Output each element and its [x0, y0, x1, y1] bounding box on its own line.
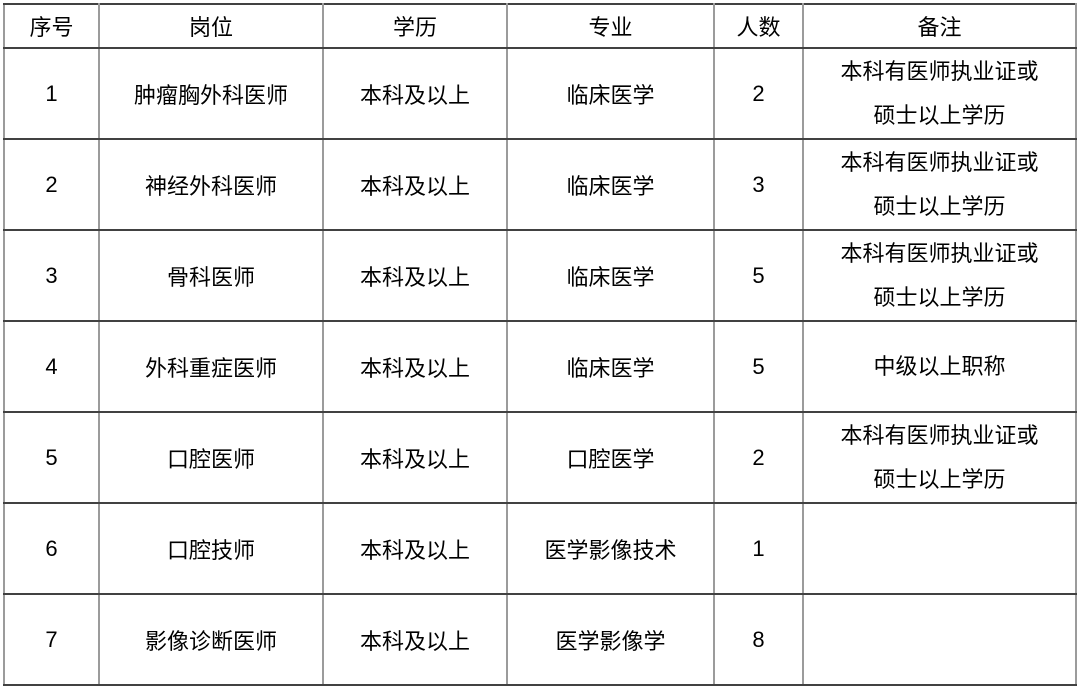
remark-text: 本科有医师执业证或硕士以上学历 — [840, 58, 1039, 128]
cell-education: 本科及以上 — [322, 411, 508, 504]
cell-no: 2 — [3, 138, 100, 231]
cell-count: 3 — [713, 138, 804, 231]
cell-count: 1 — [713, 502, 804, 595]
cell-education: 本科及以上 — [322, 593, 508, 686]
cell-position: 口腔技师 — [98, 502, 324, 595]
cell-no: 7 — [3, 593, 100, 686]
cell-count: 8 — [713, 593, 804, 686]
cell-remark — [802, 502, 1077, 595]
cell-position: 口腔医师 — [98, 411, 324, 504]
cell-remark: 本科有医师执业证或硕士以上学历 — [802, 229, 1077, 322]
cell-education: 本科及以上 — [322, 229, 508, 322]
recruitment-table: 序号 岗位 学历 专业 人数 备注 1 肿瘤胸外科医师 本科及以上 临床医学 2… — [3, 3, 1077, 686]
cell-major: 临床医学 — [506, 138, 715, 231]
table-row: 7 影像诊断医师 本科及以上 医学影像学 8 — [3, 593, 1077, 686]
cell-major: 临床医学 — [506, 229, 715, 322]
cell-education: 本科及以上 — [322, 47, 508, 140]
column-header-major: 专业 — [506, 3, 715, 49]
remark-text: 本科有医师执业证或硕士以上学历 — [840, 149, 1039, 219]
cell-education: 本科及以上 — [322, 320, 508, 413]
table-row: 3 骨科医师 本科及以上 临床医学 5 本科有医师执业证或硕士以上学历 — [3, 229, 1077, 322]
column-header-education: 学历 — [322, 3, 508, 49]
cell-count: 2 — [713, 47, 804, 140]
table-row: 4 外科重症医师 本科及以上 临床医学 5 中级以上职称 — [3, 320, 1077, 413]
remark-text: 本科有医师执业证或硕士以上学历 — [840, 240, 1039, 310]
table-row: 6 口腔技师 本科及以上 医学影像技术 1 — [3, 502, 1077, 595]
remark-text: 本科有医师执业证或硕士以上学历 — [840, 422, 1039, 492]
cell-remark — [802, 593, 1077, 686]
cell-count: 5 — [713, 320, 804, 413]
cell-no: 1 — [3, 47, 100, 140]
cell-remark: 中级以上职称 — [802, 320, 1077, 413]
cell-no: 5 — [3, 411, 100, 504]
cell-major: 口腔医学 — [506, 411, 715, 504]
cell-remark: 本科有医师执业证或硕士以上学历 — [802, 47, 1077, 140]
cell-education: 本科及以上 — [322, 502, 508, 595]
cell-position: 神经外科医师 — [98, 138, 324, 231]
cell-position: 肿瘤胸外科医师 — [98, 47, 324, 140]
cell-no: 4 — [3, 320, 100, 413]
cell-major: 临床医学 — [506, 47, 715, 140]
remark-text: 中级以上职称 — [873, 353, 1006, 379]
cell-no: 6 — [3, 502, 100, 595]
cell-count: 5 — [713, 229, 804, 322]
cell-no: 3 — [3, 229, 100, 322]
cell-position: 影像诊断医师 — [98, 593, 324, 686]
column-header-no: 序号 — [3, 3, 100, 49]
table-header-row: 序号 岗位 学历 专业 人数 备注 — [3, 3, 1077, 49]
table-row: 2 神经外科医师 本科及以上 临床医学 3 本科有医师执业证或硕士以上学历 — [3, 138, 1077, 231]
column-header-count: 人数 — [713, 3, 804, 49]
cell-major: 医学影像技术 — [506, 502, 715, 595]
column-header-position: 岗位 — [98, 3, 324, 49]
table-row: 1 肿瘤胸外科医师 本科及以上 临床医学 2 本科有医师执业证或硕士以上学历 — [3, 47, 1077, 140]
cell-remark: 本科有医师执业证或硕士以上学历 — [802, 138, 1077, 231]
cell-remark: 本科有医师执业证或硕士以上学历 — [802, 411, 1077, 504]
cell-major: 临床医学 — [506, 320, 715, 413]
cell-position: 外科重症医师 — [98, 320, 324, 413]
table-row: 5 口腔医师 本科及以上 口腔医学 2 本科有医师执业证或硕士以上学历 — [3, 411, 1077, 504]
cell-major: 医学影像学 — [506, 593, 715, 686]
cell-position: 骨科医师 — [98, 229, 324, 322]
cell-count: 2 — [713, 411, 804, 504]
column-header-remark: 备注 — [802, 3, 1077, 49]
cell-education: 本科及以上 — [322, 138, 508, 231]
